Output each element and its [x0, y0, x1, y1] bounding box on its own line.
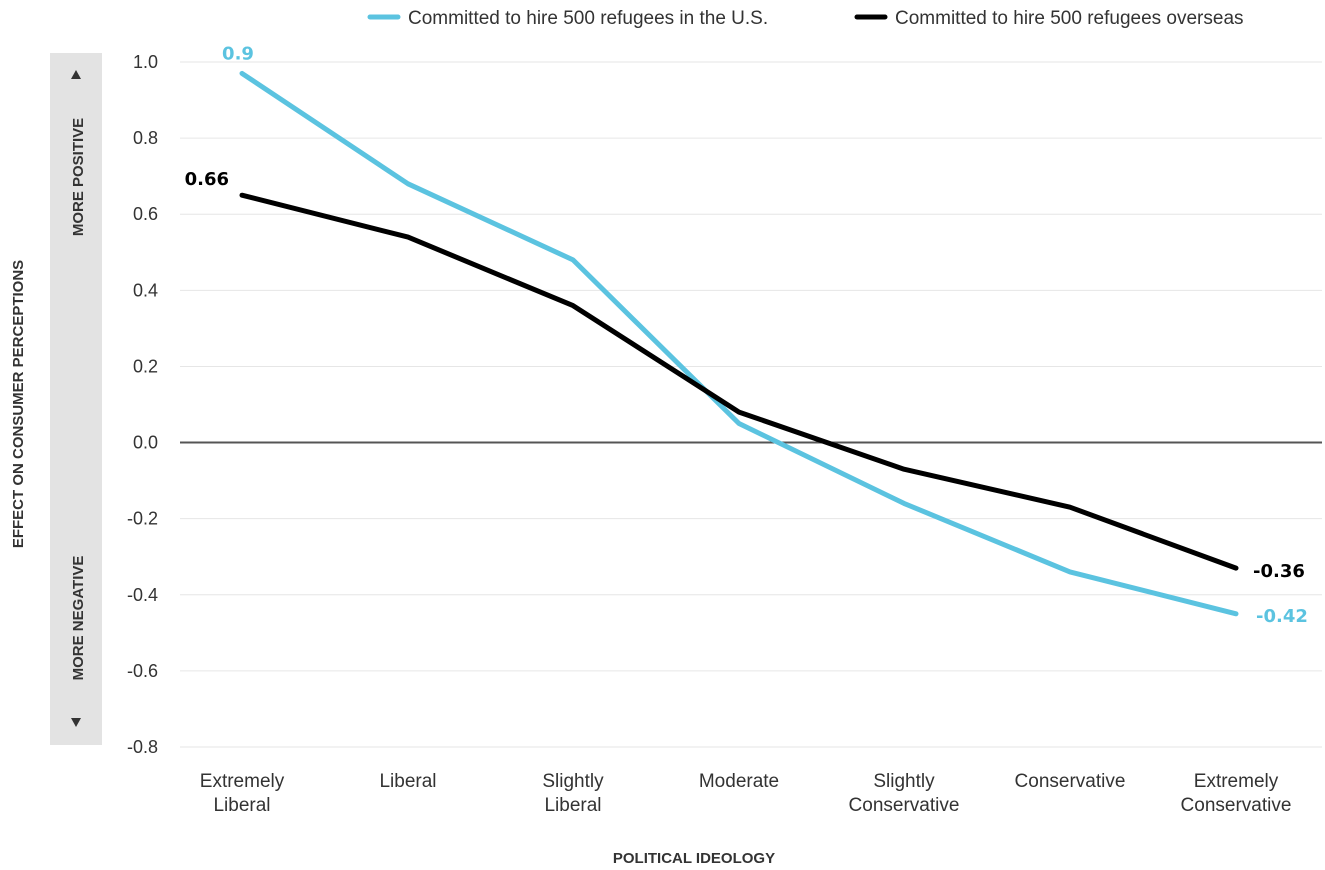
legend: Committed to hire 500 refugees in the U.… — [367, 8, 1244, 29]
down-arrow-icon — [71, 718, 81, 727]
x-category-label: Liberal — [379, 771, 436, 792]
x-category-label: Liberal — [544, 795, 601, 816]
band-more-positive-label: MORE POSITIVE — [70, 118, 87, 236]
legend-item-us: Committed to hire 500 refugees in the U.… — [367, 8, 768, 29]
y-tick-label: 0.2 — [133, 356, 158, 376]
x-category-label: Slightly — [873, 771, 935, 792]
data-label-us-start: 0.9 — [222, 43, 254, 64]
series-line-us — [239, 70, 1239, 617]
x-axis-title: POLITICAL IDEOLOGY — [613, 850, 775, 867]
gridlines — [180, 61, 1322, 748]
y-tick-label: 1.0 — [133, 52, 158, 72]
x-category-label: Slightly — [542, 771, 604, 792]
x-category-labels: Extremely Liberal Liberal Slightly Liberal Mo… — [200, 771, 1292, 816]
y-tick-labels: 1.0 0.8 0.6 0.4 0.2 0.0 -0.2 -0.4 -0.6 -0.8 — [127, 52, 158, 757]
series-line-overseas — [239, 192, 1239, 571]
y-tick-label: 0.4 — [133, 280, 158, 300]
x-category-label: Conservative — [1015, 771, 1126, 792]
x-category-label: Conservative — [849, 795, 960, 816]
legend-item-overseas: Committed to hire 500 refugees overseas — [854, 8, 1244, 29]
y-tick-label: 0.6 — [133, 204, 158, 224]
band-more-negative-label: MORE NEGATIVE — [70, 556, 87, 681]
data-label-overseas-start: 0.66 — [185, 169, 229, 190]
x-category-label: Moderate — [699, 771, 779, 792]
x-category-label: Liberal — [213, 795, 270, 816]
up-arrow-icon — [71, 70, 81, 79]
y-tick-label: -0.6 — [127, 661, 158, 681]
y-tick-label: 0.8 — [133, 128, 158, 148]
direction-band-bg — [50, 53, 102, 745]
y-tick-label: -0.2 — [127, 509, 158, 529]
x-category-label: Extremely — [200, 771, 285, 792]
y-axis-title: EFFECT ON CONSUMER PERCEPTIONS — [10, 260, 27, 548]
legend-label: Committed to hire 500 refugees overseas — [895, 8, 1244, 29]
x-category-label: Extremely — [1194, 771, 1279, 792]
data-labels: 0.9 0.66 -0.36 -0.42 — [185, 43, 1308, 626]
data-label-overseas-end: -0.36 — [1253, 561, 1305, 582]
legend-label: Committed to hire 500 refugees in the U.… — [408, 8, 768, 29]
direction-band: MORE POSITIVE MORE NEGATIVE — [50, 53, 102, 745]
data-label-us-end: -0.42 — [1256, 606, 1308, 627]
series-lines — [239, 70, 1239, 617]
y-tick-label: -0.8 — [127, 737, 158, 757]
y-tick-label: 0.0 — [133, 433, 158, 453]
x-category-label: Conservative — [1181, 795, 1292, 816]
y-tick-label: -0.4 — [127, 585, 158, 605]
